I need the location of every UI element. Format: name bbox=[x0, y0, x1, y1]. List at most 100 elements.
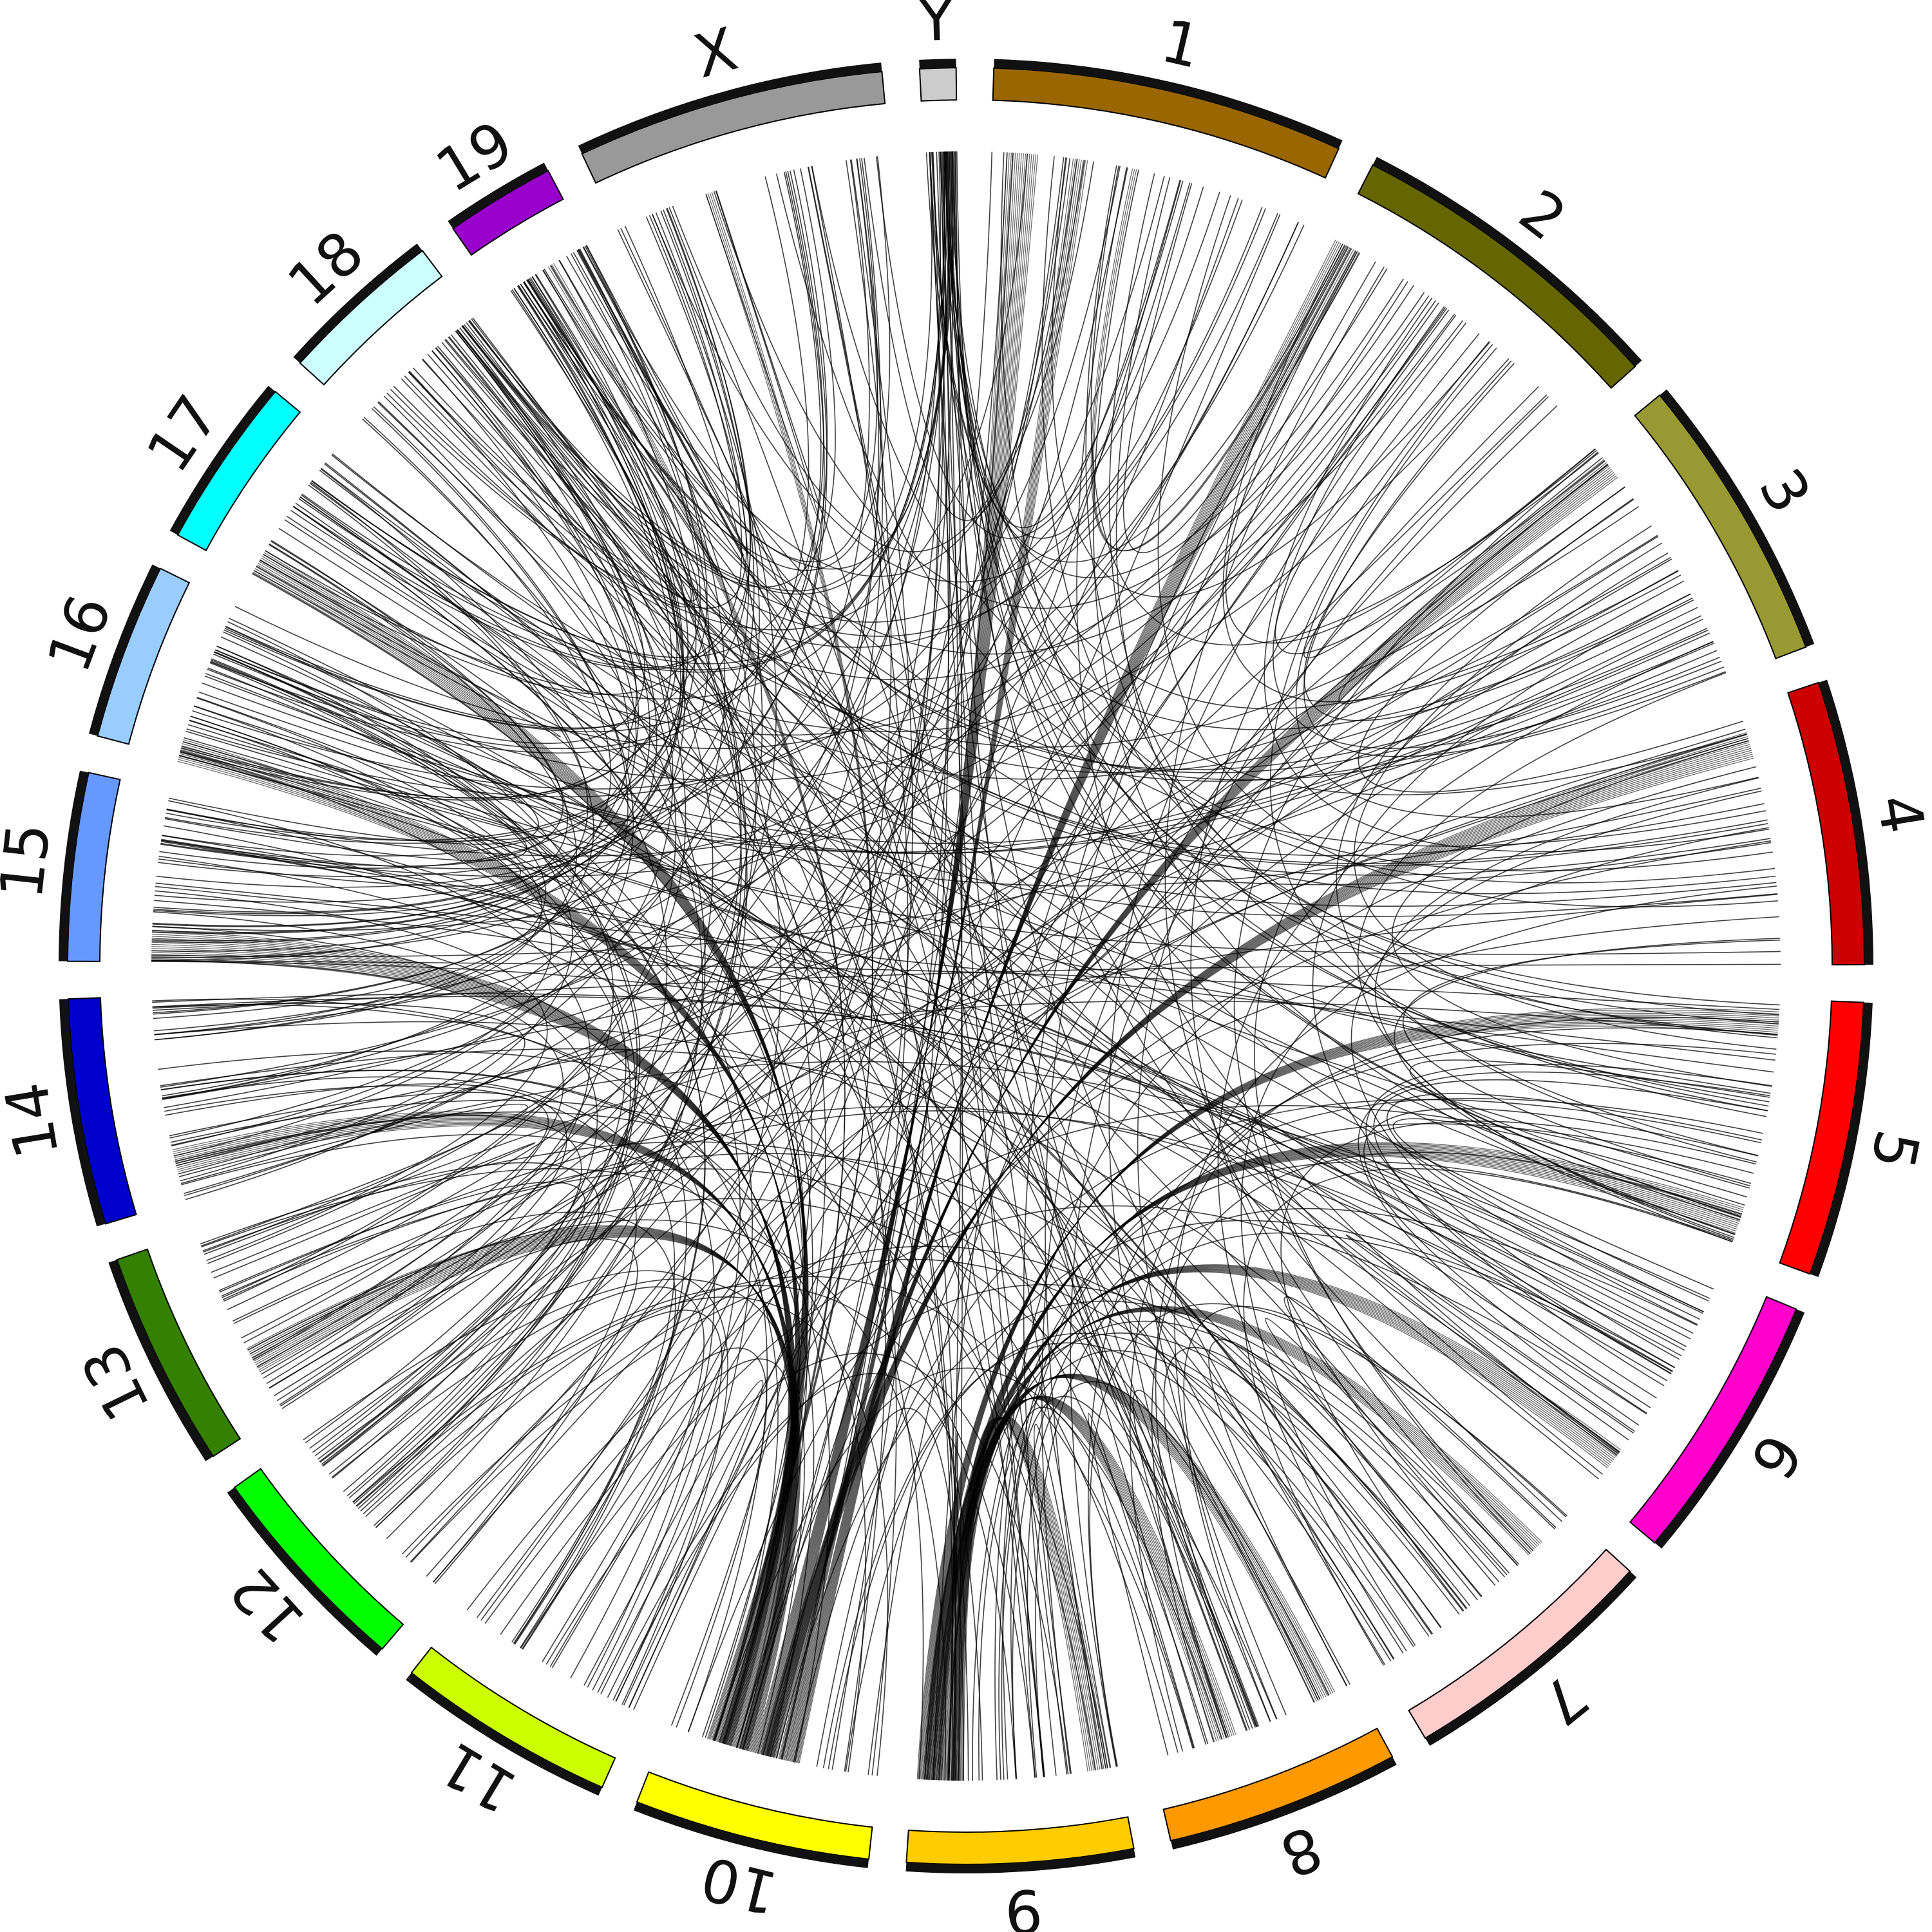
link bbox=[1303, 360, 1726, 757]
link bbox=[352, 288, 742, 1503]
link bbox=[319, 469, 1600, 1480]
link bbox=[158, 1050, 1179, 1753]
link bbox=[160, 543, 564, 867]
link bbox=[1345, 1234, 1634, 1441]
chromosome-9-segment bbox=[905, 1816, 1135, 1865]
link bbox=[222, 350, 677, 1298]
link bbox=[615, 214, 1281, 1702]
link bbox=[952, 151, 1741, 1218]
link bbox=[162, 835, 1704, 1312]
link bbox=[1190, 341, 1496, 1586]
link bbox=[1012, 1208, 1698, 1779]
link bbox=[155, 882, 1776, 1061]
link bbox=[1269, 344, 1759, 1157]
link bbox=[1392, 740, 1772, 1087]
link bbox=[1208, 1339, 1482, 1687]
link bbox=[668, 207, 1045, 1777]
link bbox=[175, 1111, 1096, 1771]
chromosome-7-segment bbox=[1408, 1548, 1631, 1739]
chromosome-2-segment bbox=[1357, 164, 1636, 389]
link bbox=[152, 222, 1299, 931]
link bbox=[225, 207, 751, 729]
link bbox=[450, 334, 954, 1781]
link bbox=[793, 1099, 1761, 1763]
chromosome-x-ticks bbox=[578, 62, 882, 154]
link-bundle-17-10 bbox=[251, 550, 809, 1745]
link bbox=[178, 754, 1258, 1727]
link bbox=[393, 386, 1640, 748]
link-bundle-4-10 bbox=[760, 732, 1754, 1758]
link bbox=[1394, 938, 1781, 1235]
chromosome-7-ticks bbox=[1425, 1571, 1637, 1747]
link bbox=[375, 288, 748, 1528]
chromosome-x-segment bbox=[581, 71, 886, 184]
chromosome-11-segment bbox=[410, 1646, 616, 1788]
bundle-link bbox=[928, 1008, 1780, 1780]
bundle-link bbox=[952, 1417, 1088, 1781]
link bbox=[164, 1085, 637, 1583]
link bbox=[247, 1219, 947, 1781]
link bbox=[597, 580, 1685, 1693]
chromosome-2-ticks bbox=[1372, 156, 1642, 367]
link-bundle-1-2 bbox=[1090, 168, 1349, 551]
link bbox=[178, 308, 1448, 1175]
link bbox=[225, 626, 1350, 1685]
link bbox=[153, 151, 950, 1032]
chromosome-label-4: 4 bbox=[1863, 790, 1932, 838]
bundle-link bbox=[176, 1122, 798, 1750]
bundle-link bbox=[791, 246, 1349, 1763]
link bbox=[281, 281, 1408, 1409]
link bbox=[929, 152, 1346, 563]
link bbox=[185, 724, 521, 831]
chromosome-y-ticks bbox=[919, 59, 956, 69]
link bbox=[947, 151, 1603, 1475]
link bbox=[153, 279, 685, 914]
bundle-link bbox=[265, 550, 805, 1741]
link bbox=[154, 900, 1620, 1453]
link bbox=[1093, 169, 1733, 1243]
link bbox=[152, 998, 715, 1688]
chromosome-4-ticks bbox=[1818, 679, 1873, 965]
link bbox=[160, 840, 1442, 1629]
bundle-link bbox=[936, 1145, 1743, 1781]
link bbox=[301, 495, 1319, 1701]
link bbox=[299, 496, 1771, 1094]
chromosome-17-ticks bbox=[169, 386, 276, 535]
link bbox=[944, 151, 1769, 1107]
bundle-link bbox=[760, 757, 1754, 1755]
link bbox=[652, 207, 1263, 583]
link bbox=[412, 367, 1691, 773]
chromosome-1-segment bbox=[992, 67, 1340, 179]
link bbox=[233, 1211, 676, 1650]
link-bundle-6-9 bbox=[923, 1264, 1622, 1781]
link bbox=[1164, 266, 1520, 1565]
link bbox=[578, 249, 1248, 1731]
link bbox=[214, 651, 741, 1690]
link bbox=[156, 171, 825, 888]
chromosome-10-ticks bbox=[633, 1802, 869, 1868]
link bbox=[808, 166, 1229, 1738]
link bbox=[947, 151, 1243, 539]
link bbox=[705, 190, 821, 525]
bundle-link bbox=[937, 1377, 1316, 1781]
chromosome-5-ticks bbox=[1810, 1002, 1873, 1278]
link bbox=[210, 660, 1432, 1635]
link bbox=[378, 401, 897, 1776]
link bbox=[441, 342, 1771, 876]
link bbox=[1035, 1232, 1673, 1777]
link bbox=[1338, 457, 1658, 705]
link bbox=[201, 1168, 866, 1772]
link bbox=[1358, 498, 1743, 793]
link bbox=[956, 151, 1562, 1522]
link bbox=[1087, 1413, 1195, 1756]
link bbox=[549, 152, 1008, 1667]
link bbox=[1129, 1027, 1778, 1752]
link bbox=[402, 1245, 1460, 1615]
chromosome-label-9: 9 bbox=[1003, 1875, 1045, 1932]
chromosome-12-ticks bbox=[227, 1487, 383, 1656]
link bbox=[299, 482, 589, 696]
link bbox=[472, 317, 1247, 1731]
links-layer bbox=[151, 151, 1781, 1781]
link bbox=[180, 289, 672, 801]
link bbox=[1157, 195, 1778, 907]
